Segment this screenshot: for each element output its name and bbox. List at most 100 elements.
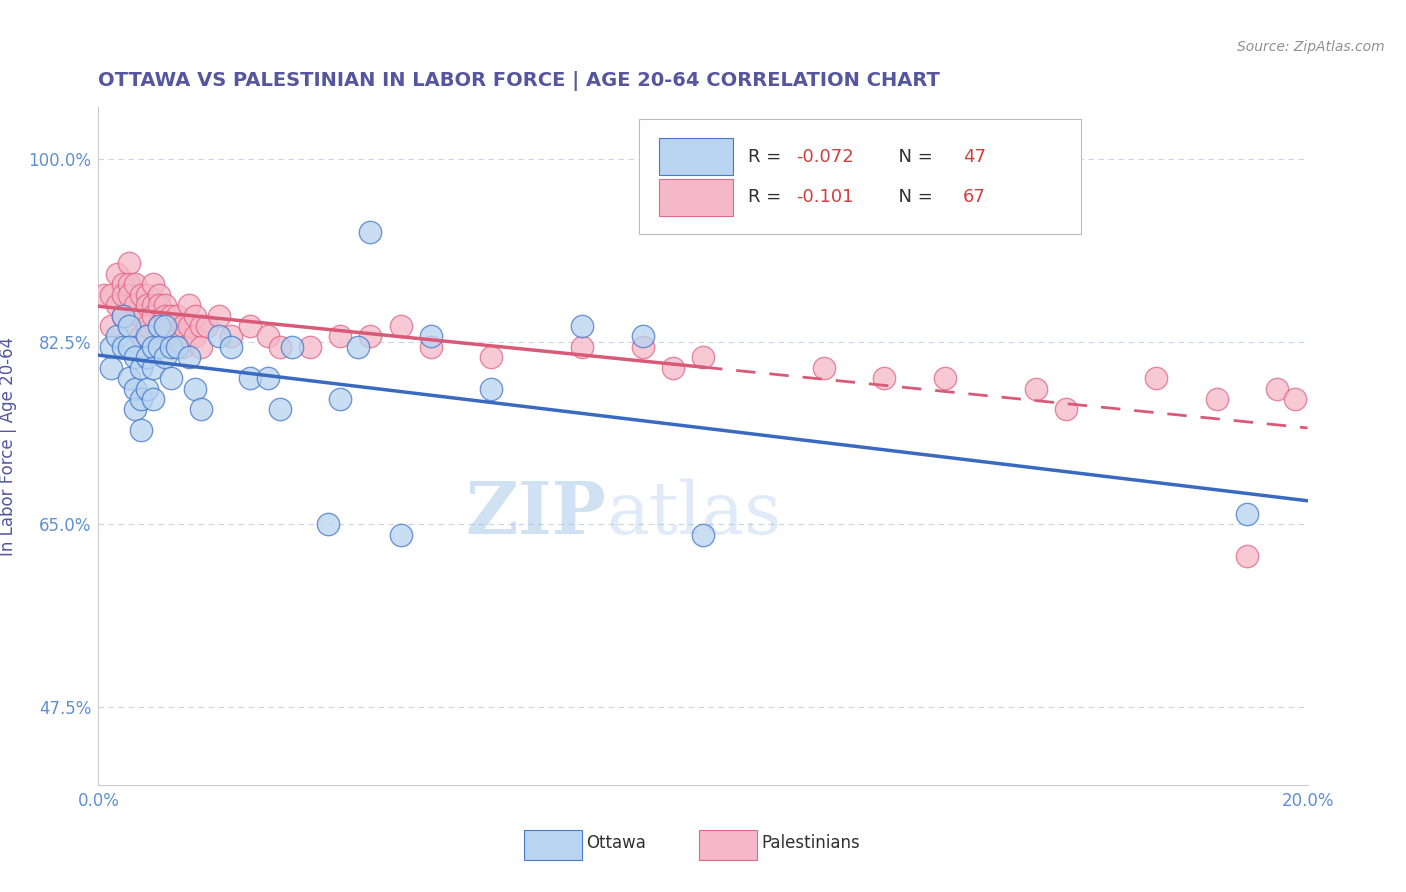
Point xyxy=(329,392,352,406)
Point xyxy=(111,287,134,301)
Point xyxy=(360,225,382,239)
Point xyxy=(420,329,443,343)
Point xyxy=(661,360,683,375)
Point xyxy=(1024,382,1046,396)
Point xyxy=(148,298,170,312)
Text: ZIP: ZIP xyxy=(465,478,606,549)
Point xyxy=(239,371,262,385)
Text: N =: N = xyxy=(887,188,938,206)
Point xyxy=(184,309,207,323)
Text: R =: R = xyxy=(748,147,787,166)
Point xyxy=(153,298,176,312)
Point xyxy=(221,340,243,354)
Point xyxy=(129,287,152,301)
Point xyxy=(813,360,835,375)
Text: 67: 67 xyxy=(963,188,986,206)
Point xyxy=(166,340,188,354)
Point xyxy=(1206,392,1229,406)
Point xyxy=(166,329,188,343)
Point xyxy=(299,340,322,354)
Point xyxy=(105,298,128,312)
Point xyxy=(172,340,194,354)
Point xyxy=(1144,371,1167,385)
Point xyxy=(111,340,134,354)
Text: N =: N = xyxy=(887,147,938,166)
Point xyxy=(100,340,122,354)
Point xyxy=(124,277,146,292)
Point xyxy=(118,277,141,292)
Point xyxy=(631,329,654,343)
Point xyxy=(160,309,183,323)
Point xyxy=(347,340,370,354)
Text: 47: 47 xyxy=(963,147,986,166)
Point xyxy=(142,309,165,323)
Point xyxy=(148,340,170,354)
Point xyxy=(142,277,165,292)
Point xyxy=(153,309,176,323)
Point xyxy=(135,351,157,365)
Point xyxy=(160,319,183,334)
Point xyxy=(190,402,212,417)
Point xyxy=(166,309,188,323)
Point xyxy=(105,329,128,343)
Point xyxy=(389,527,412,541)
FancyBboxPatch shape xyxy=(659,179,734,216)
Point xyxy=(100,319,122,334)
Point xyxy=(129,360,152,375)
Point xyxy=(481,351,503,365)
FancyBboxPatch shape xyxy=(699,830,758,860)
Point xyxy=(481,382,503,396)
Point xyxy=(571,340,593,354)
Point xyxy=(124,351,146,365)
Point xyxy=(118,287,141,301)
Point xyxy=(129,392,152,406)
Point xyxy=(100,360,122,375)
Point xyxy=(135,329,157,343)
Point xyxy=(208,309,231,323)
Text: -0.101: -0.101 xyxy=(796,188,853,206)
Point xyxy=(129,329,152,343)
Point xyxy=(184,382,207,396)
FancyBboxPatch shape xyxy=(638,119,1081,235)
Point xyxy=(571,319,593,334)
Text: atlas: atlas xyxy=(606,478,782,549)
FancyBboxPatch shape xyxy=(659,138,734,175)
Point xyxy=(153,351,176,365)
Point xyxy=(179,319,201,334)
Point xyxy=(190,340,212,354)
Point xyxy=(934,371,956,385)
Text: -0.072: -0.072 xyxy=(796,147,853,166)
Point xyxy=(160,371,183,385)
Point xyxy=(118,371,141,385)
Point xyxy=(142,340,165,354)
Point xyxy=(1236,507,1258,521)
Point xyxy=(118,319,141,334)
Point xyxy=(1054,402,1077,417)
Y-axis label: In Labor Force | Age 20-64: In Labor Force | Age 20-64 xyxy=(0,336,17,556)
Point xyxy=(153,329,176,343)
Point xyxy=(124,298,146,312)
Point xyxy=(269,340,291,354)
Point xyxy=(190,319,212,334)
Point xyxy=(360,329,382,343)
Point xyxy=(221,329,243,343)
Point xyxy=(692,527,714,541)
Point xyxy=(111,309,134,323)
Point xyxy=(160,340,183,354)
Point xyxy=(142,298,165,312)
Point xyxy=(124,382,146,396)
Point xyxy=(269,402,291,417)
Text: Source: ZipAtlas.com: Source: ZipAtlas.com xyxy=(1237,40,1385,54)
Point xyxy=(692,351,714,365)
Point xyxy=(208,329,231,343)
Point xyxy=(153,319,176,334)
Point xyxy=(142,392,165,406)
Text: R =: R = xyxy=(748,188,787,206)
Point xyxy=(135,298,157,312)
Point xyxy=(105,267,128,281)
Point xyxy=(118,319,141,334)
Point xyxy=(1284,392,1306,406)
Point xyxy=(256,329,278,343)
Point xyxy=(239,319,262,334)
Point xyxy=(148,319,170,334)
